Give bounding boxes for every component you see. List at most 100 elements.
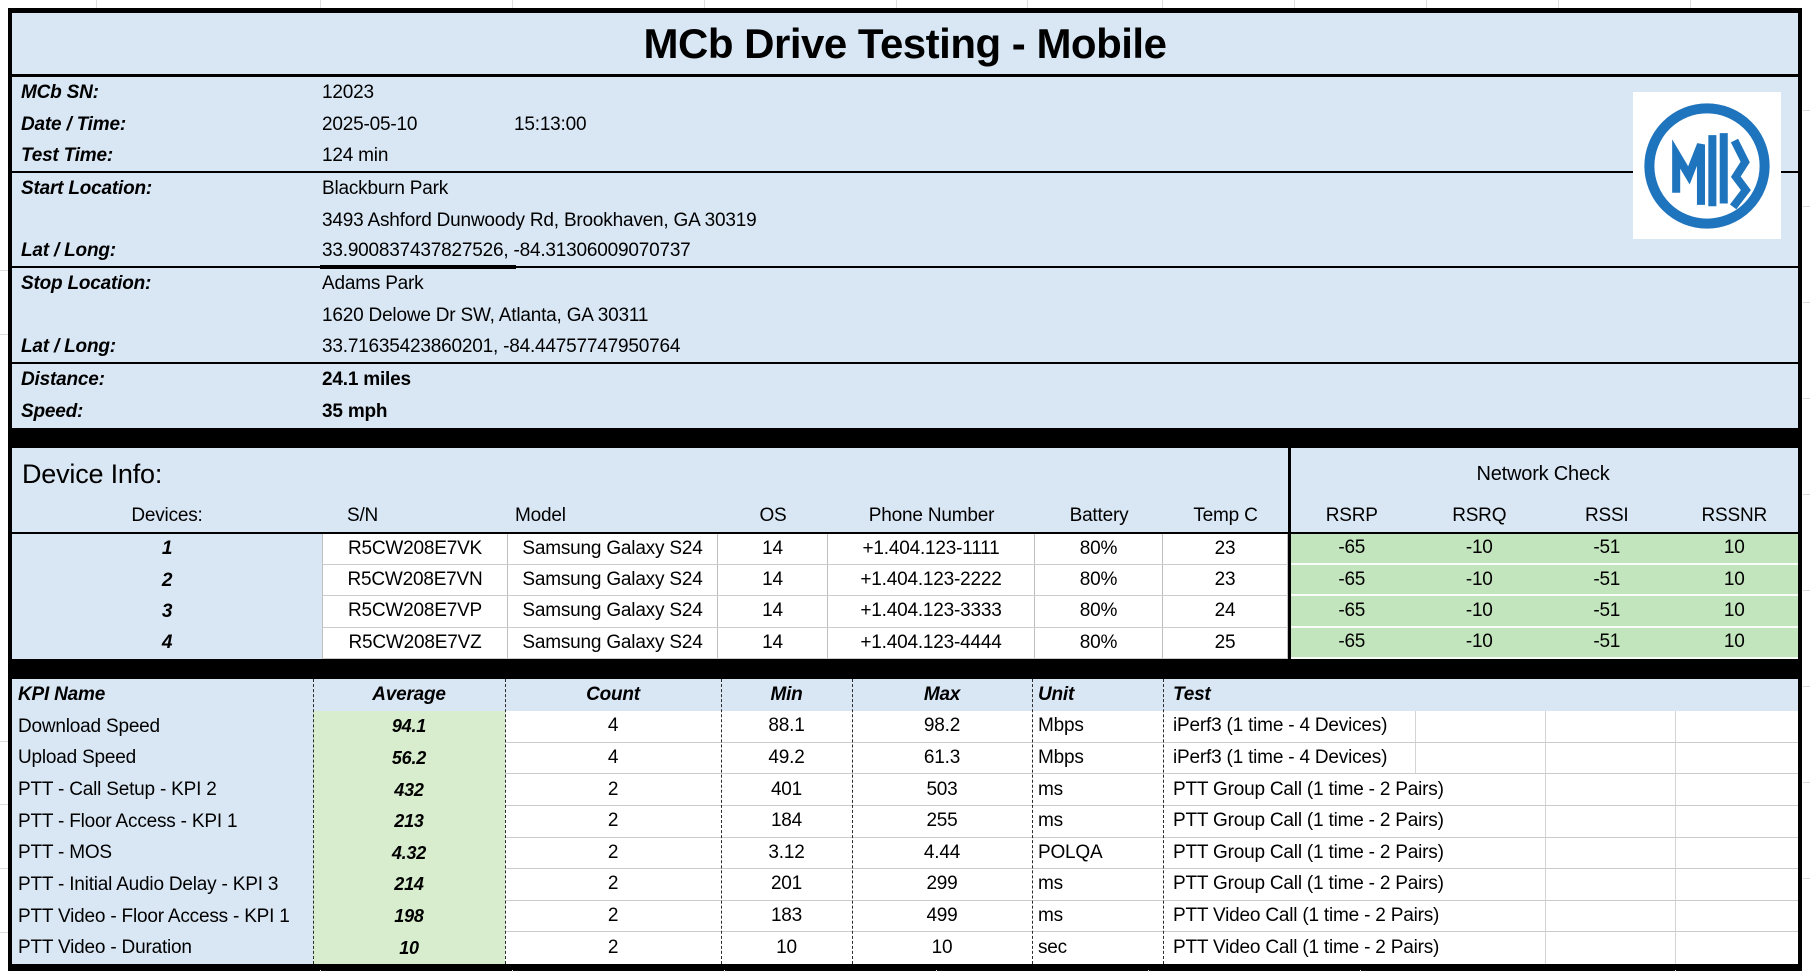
grid-line	[1675, 774, 1676, 805]
info-row-datetime: Date / Time: 2025-05-10 15:13:00	[12, 109, 1798, 141]
device-rows: 1 R5CW208E7VK Samsung Galaxy S24 14 +1.404.1…	[12, 533, 1798, 660]
device-cell: 14	[718, 627, 828, 660]
device-cell: 10	[1670, 596, 1798, 628]
kpi-cell: iPerf3 (1 time - 4 Devices)	[1163, 742, 1798, 775]
device-info-section: Device Info: Network Check Devices: S/N …	[12, 448, 1798, 660]
section-divider	[12, 428, 1798, 448]
col-header-temp: Temp C	[1193, 504, 1258, 526]
start-location-label: Start Location:	[21, 177, 153, 199]
grid-line	[1415, 742, 1416, 774]
section-divider	[12, 659, 1798, 679]
gridline	[0, 868, 8, 869]
grid-line	[1545, 869, 1546, 900]
gridline	[96, 0, 97, 8]
kpi-cell: 2	[505, 774, 721, 806]
device-cell: 14	[718, 533, 828, 565]
kpi-cell: PTT Group Call (1 time - 2 Pairs)	[1163, 837, 1798, 870]
info-row-stop-address: 1620 Delowe Dr SW, Atlanta, GA 30311	[12, 300, 1798, 332]
kpi-cell: PTT Video Call (1 time - 2 Pairs)	[1163, 900, 1798, 933]
info-row-start-location: Start Location: Blackburn Park	[12, 173, 1798, 205]
kpi-cell: PTT - Call Setup - KPI 2	[12, 774, 313, 806]
device-cell: -10	[1415, 596, 1543, 628]
device-cell: 10	[1670, 533, 1798, 565]
grid-line	[1545, 742, 1546, 774]
device-cell: -51	[1543, 596, 1671, 628]
start-location-name: Blackburn Park	[322, 177, 449, 199]
kpi-cell: PTT - Floor Access - KPI 1	[12, 805, 313, 838]
gridline	[0, 741, 8, 742]
col-header-test: Test	[1173, 684, 1211, 705]
kpi-cell: 88.1	[721, 711, 852, 743]
kpi-cell: 299	[852, 869, 1032, 901]
drive-test-report: MCb Drive Testing - Mobile MCb SN: 12023…	[8, 8, 1802, 971]
mcb-sn-label: MCb SN:	[21, 81, 99, 103]
kpi-cell: 61.3	[852, 742, 1032, 775]
col-header-kpi-name: KPI Name	[18, 684, 106, 705]
kpi-table-row: PTT - Floor Access - KPI 1 213 2 184 255 ms PT…	[12, 805, 1798, 838]
gridline	[1803, 398, 1810, 399]
gridline	[1803, 494, 1810, 495]
kpi-cell: 255	[852, 805, 1032, 838]
device-table-row: 1 R5CW208E7VK Samsung Galaxy S24 14 +1.404.1…	[12, 533, 1798, 565]
device-cell: 4	[161, 632, 173, 654]
device-cell: R5CW208E7VK	[322, 533, 508, 565]
test-time-label: Test Time:	[21, 144, 113, 166]
dashed-column-border	[721, 679, 722, 964]
dashed-column-border	[852, 679, 853, 964]
start-latlong-label: Lat / Long:	[21, 240, 116, 262]
info-row-start-latlong: Lat / Long: 33.900837437827526, -84.3130…	[12, 237, 1798, 270]
stop-latlong-label: Lat / Long:	[21, 336, 116, 358]
time-value: 15:13:00	[514, 113, 587, 135]
device-table-row: 2 R5CW208E7VN Samsung Galaxy S24 14 +1.404.1…	[12, 564, 1798, 597]
device-cell: 23	[1163, 564, 1288, 597]
device-cell: 2	[161, 569, 173, 591]
cell-border-artifact	[320, 265, 516, 270]
device-info-title: Device Info:	[22, 458, 163, 489]
grid-line	[1545, 774, 1546, 805]
stop-location-address: 1620 Delowe Dr SW, Atlanta, GA 30311	[322, 305, 649, 327]
kpi-cell: Mbps	[1032, 742, 1163, 775]
kpi-table-row: Upload Speed 56.2 4 49.2 61.3 Mbps iPerf3 (1 t…	[12, 742, 1798, 775]
distance-label: Distance:	[21, 369, 105, 391]
miw-logo-icon	[1644, 102, 1770, 229]
kpi-cell: POLQA	[1032, 837, 1163, 870]
grid-line	[1675, 900, 1676, 932]
kpi-cell: PTT Group Call (1 time - 2 Pairs)	[1163, 805, 1798, 838]
col-header-rssnr: RSSNR	[1701, 504, 1767, 526]
kpi-rows: Download Speed 94.1 4 88.1 98.2 Mbps iPerf3 (1…	[12, 711, 1798, 964]
device-cell: +1.404.123-1111	[828, 533, 1035, 565]
device-cell: Samsung Galaxy S24	[508, 533, 718, 565]
start-location-address: 3493 Ashford Dunwoody Rd, Brookhaven, GA…	[322, 209, 757, 231]
grid-line	[1545, 711, 1546, 742]
device-cell: +1.404.123-2222	[828, 564, 1035, 597]
kpi-cell: 214	[313, 869, 505, 901]
network-check-title: Network Check	[1476, 462, 1610, 485]
col-header-min: Min	[770, 684, 803, 705]
col-header-phone: Phone Number	[868, 504, 995, 526]
kpi-cell: 2	[505, 837, 721, 870]
grid-line	[1545, 805, 1546, 837]
info-row-stop-location: Stop Location: Adams Park	[12, 268, 1798, 300]
kpi-cell: 184	[721, 805, 852, 838]
company-logo	[1633, 92, 1781, 239]
device-cell: R5CW208E7VN	[322, 564, 508, 597]
gridline	[1803, 782, 1810, 783]
col-header-unit: Unit	[1038, 684, 1075, 705]
device-cell: 14	[718, 564, 828, 597]
kpi-cell: iPerf3 (1 time - 4 Devices)	[1163, 711, 1798, 743]
kpi-table-row: PTT - Call Setup - KPI 2 432 2 401 503 ms PTT …	[12, 774, 1798, 806]
kpi-cell: ms	[1032, 900, 1163, 933]
col-header-rsrq: RSRQ	[1452, 504, 1507, 526]
kpi-table-row: PTT Video - Floor Access - KPI 1 198 2 183 4…	[12, 900, 1798, 933]
kpi-cell: PTT Video Call (1 time - 2 Pairs)	[1163, 932, 1798, 964]
device-cell: -51	[1543, 564, 1671, 597]
col-header-max: Max	[923, 684, 961, 705]
stop-location-name: Adams Park	[322, 273, 424, 295]
gridline	[1162, 0, 1163, 8]
gridline	[1803, 878, 1810, 879]
info-row-distance: Distance: 24.1 miles	[12, 364, 1798, 396]
kpi-cell: 4.32	[313, 837, 505, 870]
kpi-cell: 4	[505, 711, 721, 743]
grid-line	[1415, 711, 1416, 742]
kpi-table-row: PTT - Initial Audio Delay - KPI 3 214 2 201…	[12, 869, 1798, 901]
